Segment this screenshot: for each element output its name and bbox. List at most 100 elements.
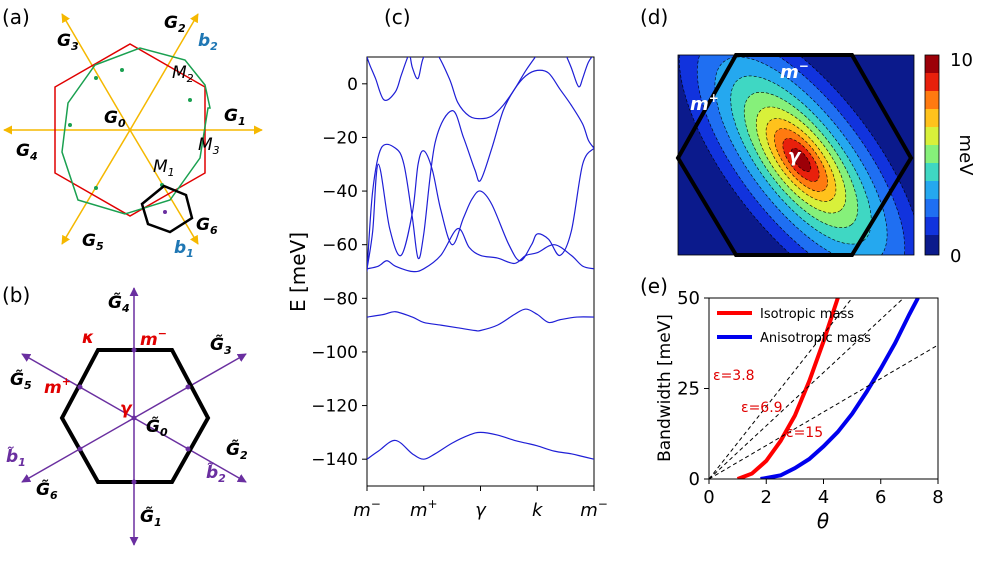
e-series-line (709, 298, 904, 479)
g-vectors (3, 13, 263, 245)
g3-arrow (61, 13, 131, 131)
plot-c-frame (366, 56, 595, 487)
label-gt6: G̃6 (36, 479, 58, 502)
e-series-line (736, 298, 840, 479)
c-ytick-label: −140 (311, 450, 358, 470)
band-band4 (367, 147, 594, 269)
panel-label-a: (a) (2, 5, 30, 29)
panel-label-b: (b) (2, 283, 30, 307)
panel-c: (c) 0 −20 −40 −60 −80 −100 −120 −140 m− m+ γ k m− E… (286, 5, 608, 521)
eps-15: ε=15 (786, 425, 823, 441)
label-gt1: G̃1 (140, 506, 162, 529)
bz-hexagon (59, 348, 211, 484)
label-gamma: γ (120, 399, 133, 419)
label-g5: G5 (82, 231, 104, 253)
e-legend: Isotropic mass Anisotropic mass (717, 307, 871, 346)
label-m1: M1 (153, 157, 175, 179)
heatmap (678, 55, 914, 255)
e-xtick-label: 6 (875, 487, 886, 508)
eps-3-8: ε=3.8 (713, 368, 755, 384)
c-bands (367, 57, 594, 460)
label-gt2: G̃2 (226, 439, 248, 462)
d-label-m-minus: m− (780, 59, 809, 83)
small-hexagon (140, 184, 194, 234)
label-gt0: G̃0 (146, 416, 168, 439)
label-m3: M3 (198, 135, 220, 157)
c-y-ticks: 0 −20 −40 −60 −80 −100 −120 −140 (311, 75, 367, 470)
e-series-line (760, 298, 920, 479)
c-ytick-label: 0 (347, 75, 358, 95)
label-g3: G3 (57, 31, 79, 53)
colorbar-max: 10 (950, 50, 973, 71)
panel-b: (b) G̃0 G̃1 G̃2 G̃3 G̃4 G̃5 G̃6 b̃1 b̃2 (2, 283, 248, 546)
c-xtick-label: m+ (410, 497, 438, 521)
e-xlabel: θ (817, 509, 829, 533)
band-band5 (367, 69, 594, 272)
legend-aniso-label: Anisotropic mass (760, 331, 871, 346)
e-xtick-label: 0 (703, 487, 714, 508)
label-gt4: G̃4 (108, 292, 130, 315)
label-m-minus: m− (140, 327, 167, 350)
panel-e: (e) 0 2 4 6 8 0 25 50 θ Bandwidth [meV] Isotrop… (640, 274, 944, 533)
d-label-gamma: γ (788, 146, 802, 167)
red-hexagon (54, 43, 206, 217)
label-g0: G0 (104, 108, 126, 130)
small-hex-center (163, 210, 167, 214)
e-xtick-label: 4 (818, 487, 829, 508)
c-xtick-label: k (532, 500, 544, 521)
green-dodecagon (61, 47, 211, 215)
c-ytick-label: −20 (322, 128, 358, 148)
label-kappa: κ (82, 328, 94, 348)
band-band2 (367, 308, 594, 332)
label-b2: b2 (198, 31, 218, 53)
label-g6: G6 (196, 215, 218, 237)
panel-label-c: (c) (384, 5, 411, 29)
e-ytick-label: 25 (677, 379, 700, 400)
panel-a: (a) G0 G1 G2 G3 G4 G5 G6 (2, 5, 263, 260)
e-series-line (709, 298, 853, 479)
colorbar-label: meV (955, 135, 976, 177)
label-b1: b1 (174, 238, 194, 260)
band-band3 (367, 228, 594, 273)
c-xtick-label: m− (580, 497, 608, 521)
label-g2: G2 (164, 13, 186, 35)
label-m2: M2 (172, 63, 194, 85)
e-ylabel: Bandwidth [meV] (655, 314, 675, 462)
c-ytick-label: −80 (322, 289, 358, 309)
band-band1 (367, 431, 594, 460)
c-ytick-label: −100 (311, 343, 358, 363)
d-label-m-plus: m+ (690, 91, 719, 115)
e-xtick-label: 8 (932, 487, 943, 508)
label-m-plus: m+ (44, 375, 71, 398)
eps-6-9: ε=6.9 (741, 400, 783, 416)
e-ytick-label: 0 (689, 469, 700, 490)
e-series-line (709, 344, 938, 479)
panel-label-d: (d) (640, 5, 668, 29)
band-band6 (367, 57, 537, 120)
e-ytick-label: 50 (677, 288, 700, 309)
e-xtick-label: 2 (761, 487, 772, 508)
panel-d: (d) m− m+ γ (640, 5, 976, 267)
label-g1: G1 (224, 106, 246, 128)
label-bt2: b̃2 (206, 462, 226, 485)
c-xtick-label: γ (475, 500, 487, 521)
c-ytick-label: −120 (311, 397, 358, 417)
c-ytick-label: −40 (322, 182, 358, 202)
colorbar: 10 0 meV (924, 50, 976, 267)
panel-label-e: (e) (640, 274, 668, 298)
band-band7 (566, 57, 593, 88)
label-bt1: b̃1 (6, 446, 26, 469)
g2-arrow (129, 13, 199, 131)
c-ylabel: E [meV] (286, 232, 310, 312)
c-xtick-label: m− (353, 497, 381, 521)
label-gt3: G̃3 (210, 334, 232, 357)
lattice-dots (77, 347, 191, 485)
green-dots (68, 68, 192, 190)
colorbar-min: 0 (950, 246, 961, 267)
e-ticks: 0 2 4 6 8 0 25 50 (677, 288, 944, 508)
label-g4: G4 (16, 141, 38, 163)
c-ytick-label: −60 (322, 236, 358, 256)
e-lines (709, 298, 938, 479)
label-gt5: G̃5 (10, 369, 32, 392)
